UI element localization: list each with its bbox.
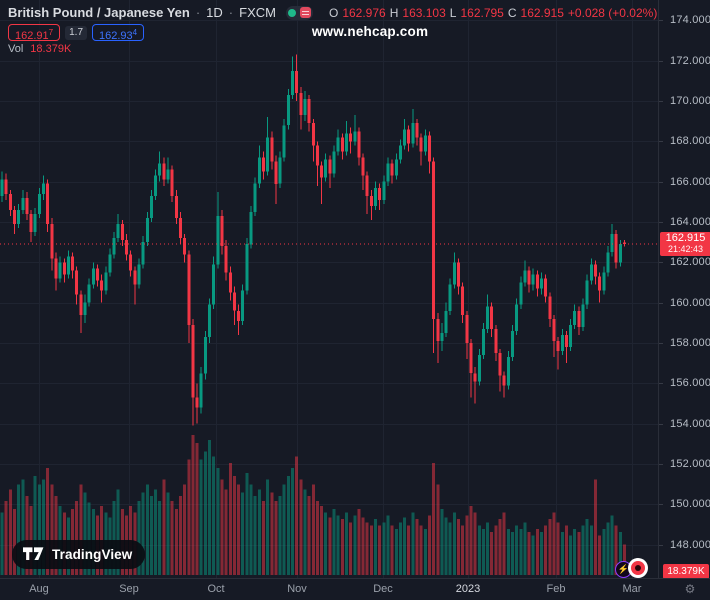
- current-price-value: 162.915: [665, 231, 706, 244]
- close-value: 162.915: [520, 5, 564, 20]
- price-axis-label: 170.000: [670, 95, 710, 108]
- time-axis-label[interactable]: Feb: [546, 583, 566, 595]
- lightning-icon: ⚡: [617, 564, 630, 574]
- axis-tick: [659, 181, 663, 183]
- price-axis-label: 154.000: [670, 417, 710, 430]
- bid-ask-row: 162.917 1.7 162.934: [8, 24, 145, 42]
- bid-button[interactable]: 162.917: [8, 24, 61, 42]
- price-axis-label: 158.000: [670, 337, 710, 350]
- bar-countdown: 21:42:43: [667, 243, 704, 254]
- low-value: 162.795: [460, 5, 504, 20]
- time-axis-label[interactable]: Oct: [207, 583, 225, 595]
- candles: [0, 54, 626, 426]
- candlestick-chart[interactable]: [0, 0, 658, 578]
- exchange-label[interactable]: FXCM: [239, 5, 276, 20]
- price-axis[interactable]: 174.000 172.000 170.000 168.000 166.000 164.0…: [658, 0, 710, 579]
- current-price-badge: 162.915 21:42:43: [660, 231, 710, 256]
- price-axis-label: 152.000: [670, 458, 710, 471]
- axis-tick: [659, 60, 663, 62]
- axis-tick: [659, 262, 663, 264]
- time-axis-label[interactable]: Mar: [622, 583, 642, 595]
- price-axis-label: 172.000: [670, 54, 710, 67]
- separator: ·: [228, 5, 234, 20]
- ohlc-readout: O 162.976 H 163.103 L 162.795 C 162.915 …: [329, 6, 657, 20]
- high-value: 163.103: [402, 5, 446, 20]
- price-axis-label: 160.000: [670, 296, 710, 309]
- floating-buttons: ⚡: [615, 558, 648, 578]
- time-axis-label[interactable]: 2023: [455, 583, 481, 595]
- price-axis-label: 150.000: [670, 498, 710, 511]
- axis-tick: [659, 504, 663, 506]
- spread-value: 1.7: [65, 25, 88, 40]
- price-axis-label: 166.000: [670, 175, 710, 188]
- gridlines: [0, 0, 658, 578]
- header-toggle[interactable]: [285, 5, 313, 20]
- axis-tick: [659, 20, 663, 22]
- time-axis-label[interactable]: Nov: [287, 583, 307, 595]
- axis-tick: [659, 464, 663, 466]
- tradingview-logo-text: TradingView: [52, 547, 133, 562]
- open-label: O: [328, 5, 339, 20]
- volume-axis-badge: 18.379K: [663, 564, 709, 579]
- axis-tick: [659, 383, 663, 385]
- volume-row: Vol 18.379K: [8, 43, 71, 55]
- record-icon: [631, 561, 645, 575]
- price-axis-label: 168.000: [670, 135, 710, 148]
- separator: ·: [195, 5, 201, 20]
- ask-button[interactable]: 162.934: [92, 24, 145, 42]
- axis-tick: [659, 423, 663, 425]
- red-list-icon: [299, 7, 311, 18]
- axis-tick: [659, 141, 663, 143]
- axis-tick: [659, 101, 663, 103]
- axis-tick: [659, 544, 663, 546]
- chart-plot-area[interactable]: British Pound / Japanese Yen · 1D · FXCM…: [0, 0, 658, 578]
- axis-tick: [659, 222, 663, 224]
- price-axis-label: 148.000: [670, 538, 710, 551]
- open-value: 162.976: [342, 5, 386, 20]
- interval-label[interactable]: 1D: [206, 5, 223, 20]
- low-label: L: [449, 5, 457, 20]
- close-label: C: [507, 5, 517, 20]
- volume-label: Vol: [8, 43, 24, 55]
- change-value: +0.028 (+0.02%): [567, 5, 658, 20]
- axis-tick: [659, 343, 663, 345]
- time-axis-label[interactable]: Dec: [373, 583, 393, 595]
- time-axis-label[interactable]: Aug: [29, 583, 49, 595]
- price-axis-label: 164.000: [670, 216, 710, 229]
- time-axis-label[interactable]: Sep: [119, 583, 139, 595]
- tradingview-logo[interactable]: TradingView: [12, 540, 146, 569]
- record-button[interactable]: [628, 558, 648, 578]
- watermark-text: www.nehcap.com: [311, 24, 429, 39]
- gear-icon[interactable]: ⚙: [684, 582, 696, 596]
- tradingview-logo-icon: [23, 547, 44, 560]
- price-axis-label: 156.000: [670, 377, 710, 390]
- market-status-icon: [287, 8, 296, 17]
- price-axis-label: 162.000: [670, 256, 710, 269]
- axis-tick: [659, 302, 663, 304]
- volume-value: 18.379K: [30, 43, 72, 55]
- time-axis[interactable]: Aug Sep Oct Nov Dec 2023 Feb Mar ⚙: [0, 578, 710, 600]
- symbol-name[interactable]: British Pound / Japanese Yen: [8, 5, 190, 20]
- symbol-header: British Pound / Japanese Yen · 1D · FXCM…: [8, 5, 657, 20]
- price-axis-label: 174.000: [670, 14, 710, 27]
- high-label: H: [389, 5, 399, 20]
